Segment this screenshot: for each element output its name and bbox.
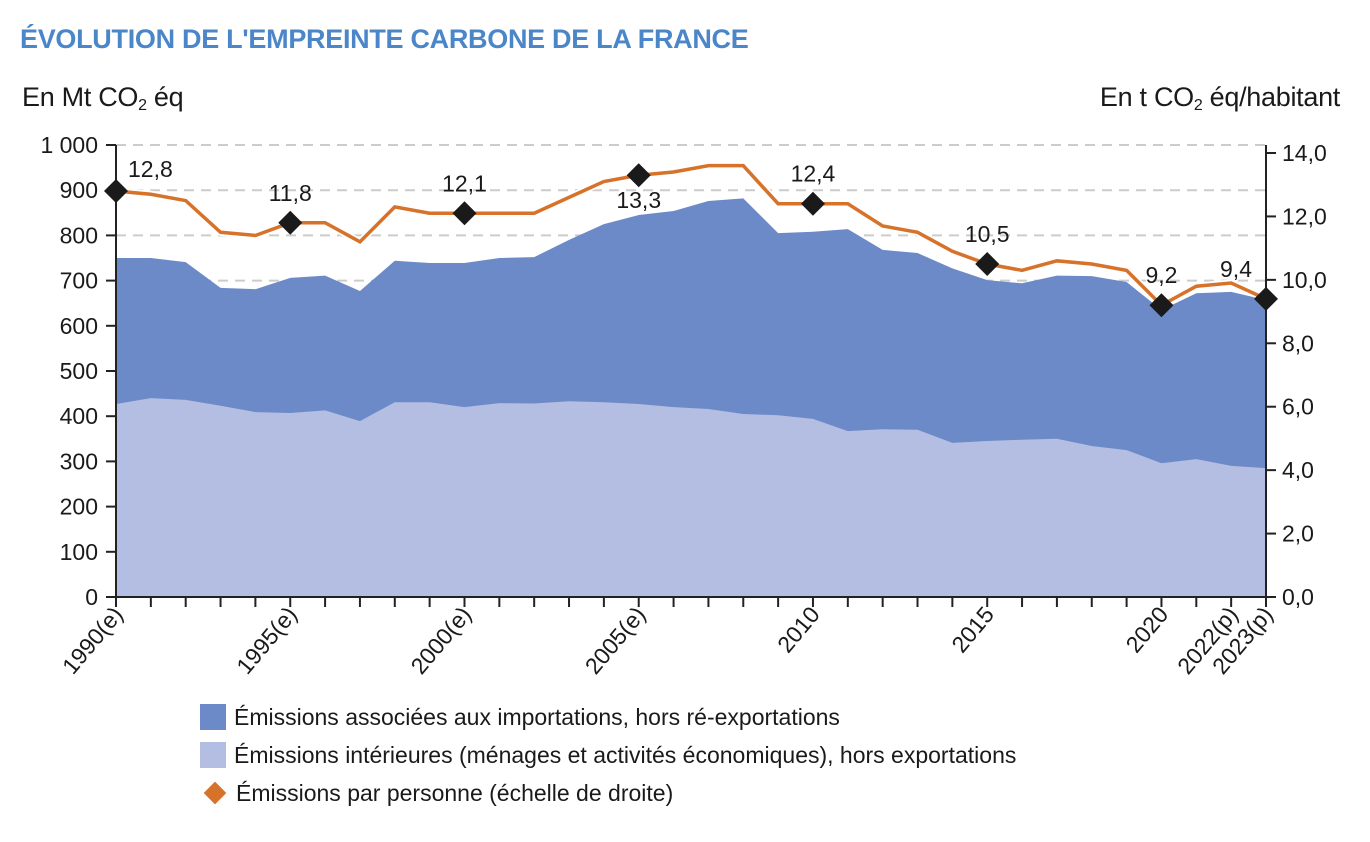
y-tick-label-right: 8,0 <box>1282 330 1314 356</box>
legend-diamond-icon <box>203 781 227 805</box>
y-tick-label-right: 14,0 <box>1282 140 1327 166</box>
legend-label-per-person: Émissions par personne (échelle de droit… <box>236 779 674 806</box>
y-tick-label-right: 6,0 <box>1282 394 1314 420</box>
x-tick-label: 2005(e) <box>580 602 651 679</box>
left-unit-suffix: éq <box>146 82 184 112</box>
data-point-label: 12,4 <box>791 161 836 187</box>
y-tick-label-right: 4,0 <box>1282 457 1314 483</box>
data-point-marker <box>452 201 477 226</box>
right-unit-suffix: éq/habitant <box>1202 82 1341 112</box>
line-layer <box>104 162 1278 318</box>
right-axis-unit: En t CO2 éq/habitant <box>1100 82 1340 115</box>
x-tick-label: 1995(e) <box>231 602 302 679</box>
left-axis-unit: En Mt CO2 éq <box>22 82 184 115</box>
y-tick-label-left: 700 <box>60 268 98 294</box>
data-point-marker <box>800 191 825 216</box>
y-tick-label-left: 900 <box>60 177 98 203</box>
y-tick-label-left: 400 <box>60 403 98 429</box>
data-point-label: 10,5 <box>965 221 1010 247</box>
y-tick-label-right: 0,0 <box>1282 584 1314 610</box>
area-domestic <box>116 398 1266 597</box>
y-tick-label-right: 2,0 <box>1282 521 1314 547</box>
y-tick-label-left: 200 <box>60 494 98 520</box>
legend-swatch-imports <box>200 704 226 730</box>
y-tick-label-left: 1 000 <box>40 132 98 158</box>
data-point-label: 13,3 <box>616 187 661 213</box>
legend: Émissions associées aux importations, ho… <box>200 698 1016 812</box>
per-person-line <box>115 163 1267 308</box>
y-tick-label-left: 600 <box>60 313 98 339</box>
data-point-label: 11,8 <box>269 180 312 206</box>
legend-label-domestic: Émissions intérieures (ménages et activi… <box>234 741 1017 768</box>
data-point-label: 9,4 <box>1220 256 1252 282</box>
y-tick-label-left: 800 <box>60 222 98 248</box>
data-point-marker <box>104 179 128 204</box>
x-tick-label: 2010 <box>772 602 825 658</box>
data-point-marker <box>975 252 1000 276</box>
y-tick-label-right: 10,0 <box>1282 267 1327 293</box>
data-point-marker <box>1149 293 1174 318</box>
y-tick-label-right: 12,0 <box>1282 203 1327 229</box>
data-point-marker <box>626 163 651 188</box>
label-layer: 12,8 11,8 12,1 13,3 12,4 10,5 9,2 9,4 <box>128 156 1252 288</box>
legend-item-domestic: Émissions intérieures (ménages et activi… <box>200 736 1016 774</box>
x-tick-label: 2015 <box>946 602 999 658</box>
right-unit-prefix: En t CO <box>1099 82 1194 112</box>
legend-item-imports: Émissions associées aux importations, ho… <box>200 698 1016 736</box>
right-unit-subscript: 2 <box>1193 97 1203 114</box>
legend-label-imports: Émissions associées aux importations, ho… <box>234 703 840 730</box>
y-tick-label-left: 0 <box>85 584 98 610</box>
data-point-marker <box>278 210 303 235</box>
chart-title: ÉVOLUTION DE L'EMPREINTE CARBONE DE LA F… <box>20 24 749 54</box>
data-point-marker <box>1254 286 1278 311</box>
y-tick-label-left: 500 <box>60 358 98 384</box>
data-point-label: 12,8 <box>128 156 173 182</box>
y-tick-label-left: 100 <box>60 539 98 565</box>
x-tick-label: 2000(e) <box>405 602 476 679</box>
data-point-label: 9,2 <box>1145 262 1177 288</box>
legend-item-per-person: Émissions par personne (échelle de droit… <box>200 774 1016 812</box>
left-unit-prefix: En Mt CO <box>22 82 139 112</box>
x-tick-label: 2020 <box>1120 602 1173 658</box>
data-point-label: 12,1 <box>442 170 487 196</box>
y-tick-label-left: 300 <box>60 448 98 474</box>
x-tick-label: 1990(e) <box>57 602 128 679</box>
area-layer <box>116 198 1266 597</box>
legend-swatch-domestic <box>200 742 226 768</box>
left-unit-subscript: 2 <box>138 97 147 114</box>
